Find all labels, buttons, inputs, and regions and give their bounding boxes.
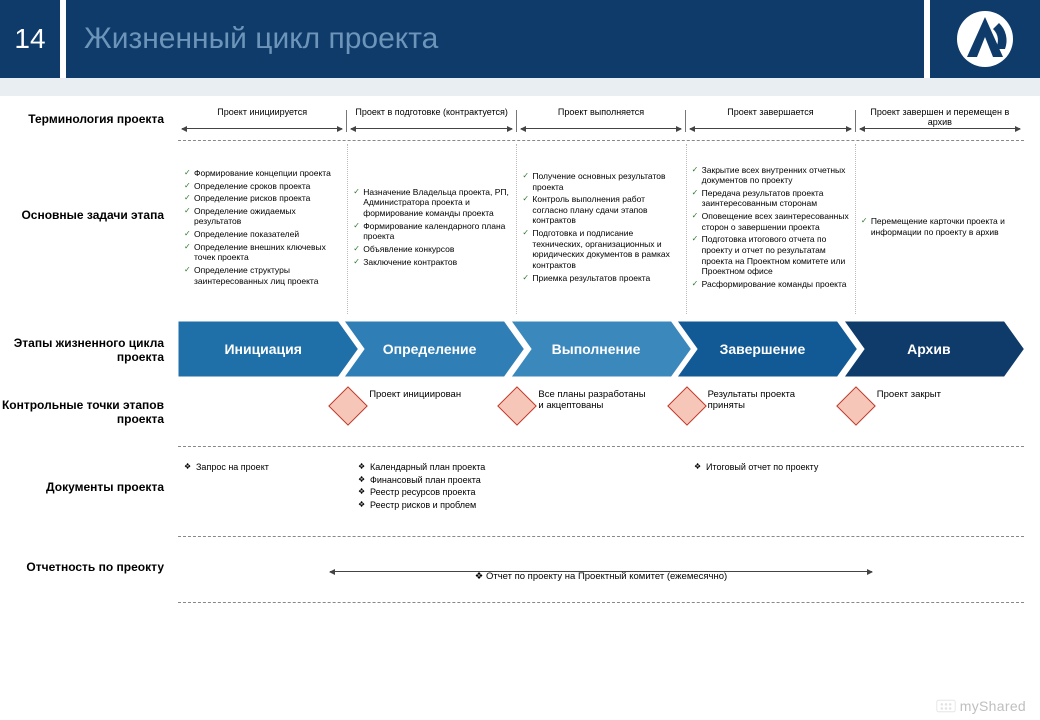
- slide-number: 14: [0, 0, 60, 78]
- doc-item: Запрос на проект: [184, 462, 346, 474]
- watermark: myShared: [936, 698, 1026, 714]
- terminology-text: Проект в подготовке (контрактуется): [355, 107, 508, 117]
- tasks-cell: Назначение Владельца проекта, РП, Админи…: [347, 185, 516, 271]
- milestone-diamond-icon: [667, 386, 707, 426]
- logo-icon: [955, 9, 1015, 69]
- doc-item: Реестр ресурсов проекта: [358, 487, 682, 499]
- milestone-diamond-icon: [836, 386, 876, 426]
- report-row: ❖ Отчет по проекту на Проектный комитет …: [178, 548, 1024, 588]
- terminology-cell: Проект в подготовке (контрактуется): [347, 108, 515, 134]
- doc-item: Итоговый отчет по проекту: [694, 462, 1018, 474]
- terminology-cell: Проект завершается: [686, 108, 854, 134]
- terminology-text: Проект инициируется: [217, 107, 307, 117]
- range-arrow-icon: [351, 128, 511, 129]
- phase-row: Инициация Определение Выполнение Заверше…: [178, 318, 1024, 380]
- task-item: Определение внешних ключевых точек проек…: [184, 242, 341, 263]
- docs-cell: Итоговый отчет по проекту: [688, 458, 1024, 528]
- logo: [930, 0, 1040, 78]
- doc-item: Календарный план проекта: [358, 462, 682, 474]
- phase-chevron: Определение: [344, 321, 524, 377]
- tasks-cell: Перемещение карточки проекта и информаци…: [855, 214, 1024, 241]
- task-item: Передача результатов проекта заинтересов…: [692, 188, 849, 209]
- task-item: Заключение контрактов: [353, 257, 510, 268]
- docs-row: Запрос на проект Календарный план проект…: [178, 458, 1024, 528]
- tasks-cell: Получение основных результатов проектаКо…: [516, 169, 685, 287]
- milestone-diamond-icon: [498, 386, 538, 426]
- header: 14 Жизненный цикл проекта: [0, 0, 1040, 78]
- phase-label: Архив: [844, 321, 1024, 377]
- row-label-control: Контрольные точки этапов проекта: [0, 398, 170, 427]
- phase-label: Инициация: [178, 321, 358, 377]
- task-item: Назначение Владельца проекта, РП, Админи…: [353, 187, 510, 219]
- range-arrow-icon: [690, 128, 850, 129]
- slide: 14 Жизненный цикл проекта Терминология п…: [0, 0, 1040, 720]
- diagram-body: Терминология проекта Основные задачи эта…: [0, 108, 1040, 712]
- task-item: Определение показателей: [184, 229, 341, 240]
- docs-cell: Запрос на проект: [178, 458, 352, 528]
- terminology-cell: Проект завершен и перемещен в архив: [856, 108, 1024, 134]
- doc-item: Реестр рисков и проблем: [358, 500, 682, 512]
- row-label-docs: Документы проекта: [0, 480, 170, 494]
- phase-label: Завершение: [677, 321, 857, 377]
- task-item: Объявление конкурсов: [353, 244, 510, 255]
- task-item: Определение сроков проекта: [184, 181, 341, 192]
- control-row: Проект инициирован Все планы разработаны…: [178, 386, 1024, 438]
- task-item: Формирование концепции проекта: [184, 168, 341, 179]
- phase-chevron: Выполнение: [511, 321, 691, 377]
- phase-chevron: Завершение: [677, 321, 857, 377]
- task-item: Подготовка и подписание технических, орг…: [522, 228, 679, 271]
- phase-chevron: Инициация: [178, 321, 358, 377]
- milestone-label: Все планы разработаны и акцептованы: [538, 390, 648, 412]
- terminology-cell: Проект инициируется: [178, 108, 346, 134]
- header-underbar: [0, 78, 1040, 96]
- phase-chevron: Архив: [844, 321, 1024, 377]
- task-item: Перемещение карточки проекта и информаци…: [861, 216, 1018, 237]
- dashed-divider: [178, 446, 1024, 447]
- task-item: Определение структуры заинтересованных л…: [184, 265, 341, 286]
- task-item: Определение рисков проекта: [184, 193, 341, 204]
- row-label-phases: Этапы жизненного цикла проекта: [0, 336, 170, 365]
- terminology-text: Проект выполняется: [558, 107, 644, 117]
- terminology-row: Проект инициируется Проект в подготовке …: [178, 108, 1024, 134]
- tasks-row: Формирование концепции проекта Определени…: [178, 148, 1024, 308]
- milestone-label: Проект закрыт: [877, 390, 977, 401]
- milestone-label: Проект инициирован: [369, 390, 469, 401]
- tasks-cell: Формирование концепции проекта Определени…: [178, 166, 347, 290]
- phase-label: Выполнение: [511, 321, 691, 377]
- terminology-cell: Проект выполняется: [517, 108, 685, 134]
- dashed-divider: [178, 536, 1024, 537]
- task-item: Определение ожидаемых результатов: [184, 206, 341, 227]
- row-label-tasks: Основные задачи этапа: [0, 208, 170, 222]
- diagram-content: Проект инициируется Проект в подготовке …: [178, 108, 1024, 712]
- task-item: Закрытие всех внутренних отчетных докуме…: [692, 165, 849, 186]
- task-item: Формирование календарного плана проекта: [353, 221, 510, 242]
- task-item: Подготовка итогового отчета по проекту и…: [692, 234, 849, 277]
- range-arrow-icon: [182, 128, 342, 129]
- task-item: Получение основных результатов проекта: [522, 171, 679, 192]
- row-label-report: Отчетность по преокту: [0, 560, 170, 574]
- range-arrow-icon: [860, 128, 1020, 129]
- watermark-text: myShared: [960, 698, 1026, 714]
- task-item: Оповещение всех заинтересованных сторон …: [692, 211, 849, 232]
- docs-cell: Календарный план проектаФинансовый план …: [352, 458, 688, 528]
- phase-label: Определение: [344, 321, 524, 377]
- doc-item: Финансовый план проекта: [358, 475, 682, 487]
- report-text: ❖ Отчет по проекту на Проектный комитет …: [330, 571, 871, 582]
- dashed-divider: [178, 602, 1024, 603]
- dashed-divider: [178, 140, 1024, 141]
- tasks-cell: Закрытие всех внутренних отчетных докуме…: [686, 163, 855, 294]
- task-item: Контроль выполнения работ согласно плану…: [522, 194, 679, 226]
- milestone-label: Результаты проекта приняты: [708, 390, 828, 412]
- milestone-diamond-icon: [328, 386, 368, 426]
- task-item: Расформирование команды проекта: [692, 279, 849, 290]
- range-arrow-icon: [521, 128, 681, 129]
- row-label-terminology: Терминология проекта: [0, 112, 170, 126]
- slide-title: Жизненный цикл проекта: [66, 0, 924, 78]
- terminology-text: Проект завершается: [727, 107, 813, 117]
- task-item: Приемка результатов проекта: [522, 273, 679, 284]
- watermark-icon: [936, 699, 956, 713]
- terminology-text: Проект завершен и перемещен в архив: [870, 107, 1009, 127]
